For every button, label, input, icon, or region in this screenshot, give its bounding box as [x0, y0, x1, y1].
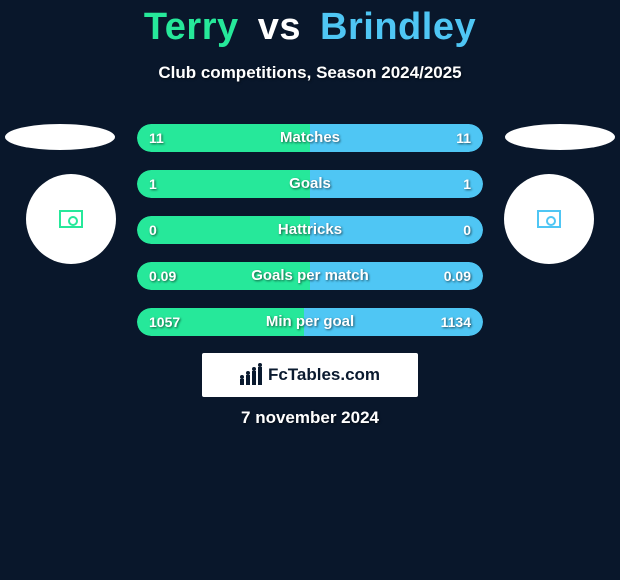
- stat-row: 11Goals: [137, 170, 483, 198]
- fctables-logo: FcTables.com: [202, 353, 418, 397]
- stat-row: 0.090.09Goals per match: [137, 262, 483, 290]
- stats-bars-container: 1111Matches11Goals00Hattricks0.090.09Goa…: [137, 124, 483, 354]
- stat-row: 1111Matches: [137, 124, 483, 152]
- player1-ellipse: [5, 124, 115, 150]
- stat-bar-right: [310, 170, 483, 198]
- stat-bar-left: [137, 216, 310, 244]
- player2-ellipse: [505, 124, 615, 150]
- subtitle: Club competitions, Season 2024/2025: [0, 63, 620, 83]
- stat-value-left: 0.09: [149, 262, 176, 290]
- logo-text: FcTables.com: [268, 365, 380, 385]
- logo-bars-icon: [240, 365, 262, 385]
- title-player2: Brindley: [320, 6, 476, 48]
- stat-bar-left: [137, 170, 310, 198]
- stat-value-right: 11: [456, 124, 471, 152]
- player2-photo-placeholder: [504, 174, 594, 264]
- stat-value-right: 1: [463, 170, 471, 198]
- stat-row: 10571134Min per goal: [137, 308, 483, 336]
- image-placeholder-icon: [537, 210, 561, 228]
- title-player1: Terry: [144, 6, 239, 48]
- stat-value-left: 1: [149, 170, 157, 198]
- title-vs: vs: [258, 6, 301, 48]
- stat-row: 00Hattricks: [137, 216, 483, 244]
- image-placeholder-icon: [59, 210, 83, 228]
- page-title: Terry vs Brindley: [0, 0, 620, 49]
- stat-value-right: 1134: [441, 308, 471, 336]
- stat-value-left: 1057: [149, 308, 180, 336]
- stat-value-left: 0: [149, 216, 157, 244]
- stat-value-right: 0.09: [444, 262, 471, 290]
- stat-value-right: 0: [463, 216, 471, 244]
- stat-value-left: 11: [149, 124, 164, 152]
- stat-bar-right: [310, 216, 483, 244]
- footer-date: 7 november 2024: [0, 408, 620, 428]
- player1-photo-placeholder: [26, 174, 116, 264]
